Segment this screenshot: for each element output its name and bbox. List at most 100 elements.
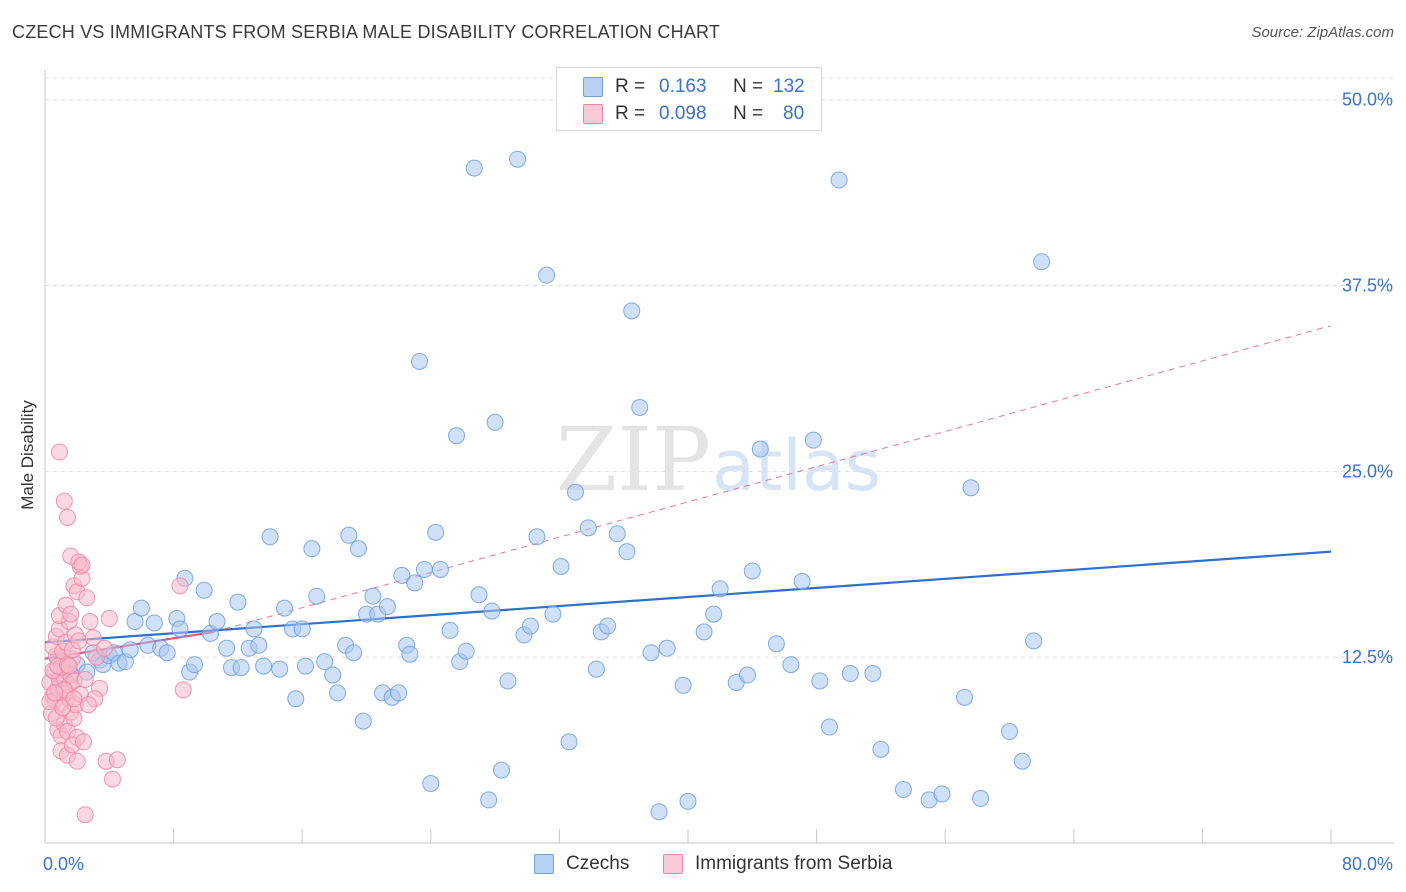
czech-point bbox=[599, 617, 617, 635]
legend-item-serbia[interactable]: Immigrants from Serbia bbox=[663, 851, 892, 877]
czech-point bbox=[544, 605, 562, 623]
czech-point bbox=[751, 440, 769, 458]
serbia-point bbox=[79, 696, 97, 714]
czech-point bbox=[618, 543, 636, 561]
czech-point bbox=[811, 672, 829, 690]
serbia-point bbox=[46, 684, 64, 702]
serbia-point bbox=[76, 806, 94, 824]
czech-point bbox=[296, 657, 314, 675]
serbia-point bbox=[75, 733, 93, 751]
czech-point bbox=[623, 302, 641, 320]
czech-point bbox=[509, 150, 527, 168]
y-tick-label: 37.5% bbox=[1342, 276, 1393, 296]
czech-point bbox=[738, 666, 756, 684]
czech-point bbox=[195, 581, 213, 599]
r-label: R = bbox=[615, 103, 646, 124]
czech-point bbox=[608, 525, 626, 543]
czech-point bbox=[743, 562, 761, 580]
r-value: 0.098 bbox=[659, 103, 707, 124]
czech-point bbox=[894, 780, 912, 798]
czech-point bbox=[364, 587, 382, 605]
czech-point bbox=[145, 614, 163, 632]
czech-point bbox=[480, 791, 498, 809]
n-value: 80 bbox=[783, 103, 805, 124]
serbia-point bbox=[68, 752, 86, 770]
czech-point bbox=[560, 733, 578, 751]
czech-point bbox=[538, 266, 556, 284]
legend-label-czechs: Czechs bbox=[566, 853, 630, 874]
serbia-point bbox=[50, 443, 68, 461]
serbia-point bbox=[65, 690, 83, 708]
czech-point bbox=[393, 566, 411, 584]
czech-point bbox=[493, 761, 511, 779]
serbia-point bbox=[62, 605, 80, 623]
watermark-atlas: atlas bbox=[712, 425, 881, 507]
czech-point bbox=[345, 644, 363, 662]
czech-point bbox=[804, 431, 822, 449]
czech-point bbox=[287, 690, 305, 708]
serbia-point bbox=[81, 613, 99, 631]
serbia-point bbox=[55, 492, 73, 510]
czech-point bbox=[631, 398, 649, 416]
serbia-point bbox=[78, 589, 96, 607]
czech-point bbox=[658, 639, 676, 657]
czech-point bbox=[271, 660, 289, 678]
czech-point bbox=[378, 598, 396, 616]
czech-point bbox=[674, 676, 692, 694]
n-label: N = bbox=[733, 76, 764, 97]
source-label: Source: ZipAtlas.com bbox=[1251, 24, 1394, 41]
czech-point bbox=[528, 528, 546, 546]
czech-point bbox=[566, 483, 584, 501]
czech-point bbox=[303, 540, 321, 558]
tick-labels: 12.5% 25.0% 37.5% 50.0% 0.0% 80.0% bbox=[43, 90, 1393, 874]
czech-point bbox=[705, 605, 723, 623]
serbia-point bbox=[59, 508, 77, 526]
serbia-point bbox=[84, 629, 102, 647]
czech-point bbox=[411, 352, 429, 370]
czech-point bbox=[820, 718, 838, 736]
czech-point bbox=[229, 593, 247, 611]
czech-point bbox=[406, 574, 424, 592]
chart-title: CZECH VS IMMIGRANTS FROM SERBIA MALE DIS… bbox=[12, 22, 721, 42]
legend-item-czechs[interactable]: Czechs bbox=[534, 851, 629, 877]
legend-swatch-blue bbox=[534, 854, 554, 874]
czech-point bbox=[349, 540, 367, 558]
czech-point bbox=[830, 171, 848, 189]
x-tick-label: 0.0% bbox=[43, 854, 84, 874]
czech-point bbox=[171, 620, 189, 638]
r-value: 0.163 bbox=[659, 76, 707, 97]
czech-point bbox=[185, 656, 203, 674]
czech-point bbox=[316, 653, 334, 671]
czech-point bbox=[457, 642, 475, 660]
czech-point bbox=[448, 427, 466, 445]
n-label: N = bbox=[733, 103, 764, 124]
serbia-point bbox=[70, 632, 88, 650]
serbia-point bbox=[54, 699, 72, 717]
y-tick-label: 25.0% bbox=[1342, 461, 1393, 481]
czech-point bbox=[872, 740, 890, 758]
czech-point bbox=[431, 560, 449, 578]
serbia-point bbox=[73, 556, 91, 574]
czech-point bbox=[972, 789, 990, 807]
czech-point bbox=[340, 526, 358, 544]
serbia-point bbox=[171, 577, 189, 595]
czech-point bbox=[841, 665, 859, 683]
czech-point bbox=[276, 599, 294, 617]
czech-point bbox=[427, 523, 445, 541]
czech-point bbox=[158, 644, 176, 662]
czech-point bbox=[261, 528, 279, 546]
czech-point bbox=[218, 639, 236, 657]
czech-point bbox=[521, 617, 539, 635]
legend-label-serbia: Immigrants from Serbia bbox=[695, 853, 893, 874]
czech-point bbox=[695, 623, 713, 641]
czech-point bbox=[499, 672, 517, 690]
serbia-point bbox=[76, 670, 94, 688]
czech-point bbox=[782, 656, 800, 674]
gridlines bbox=[45, 77, 1394, 658]
czech-point bbox=[245, 620, 263, 638]
x-tick-label: 80.0% bbox=[1342, 854, 1393, 874]
serbia-point bbox=[104, 770, 122, 788]
czech-point bbox=[864, 665, 882, 683]
czech-point bbox=[324, 666, 342, 684]
czech-point bbox=[1033, 253, 1051, 271]
